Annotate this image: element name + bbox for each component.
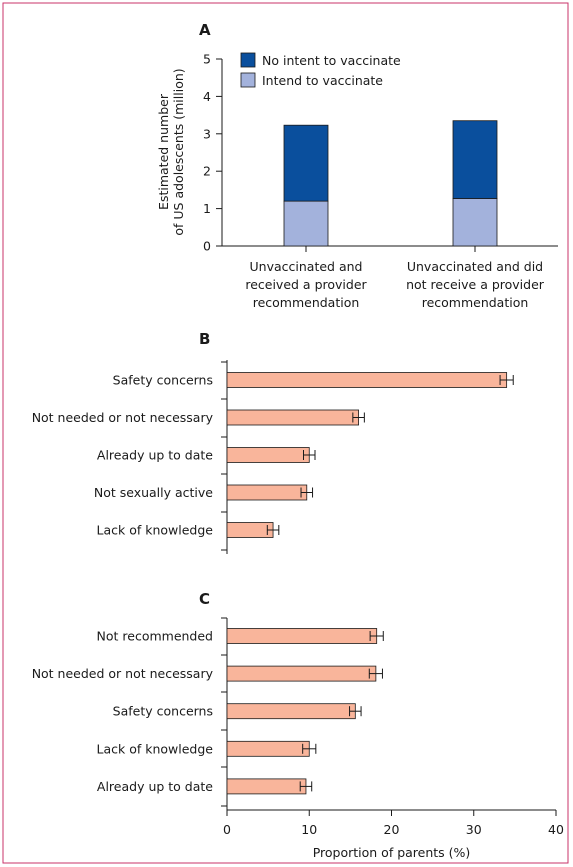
bar [226, 703, 356, 720]
y-tick-label: 0 [203, 239, 211, 254]
x-category-label: Unvaccinated and received a provider recom… [245, 259, 367, 310]
x-category-label-line: not receive a provider [406, 277, 545, 292]
category-label: Not needed or not necessary [32, 666, 214, 681]
bar [226, 484, 308, 501]
category-label: Lack of knowledge [97, 523, 214, 538]
x-category-label-line: received a provider [245, 277, 367, 292]
bar-segment [283, 200, 329, 247]
panel-letter-b: B [199, 330, 210, 348]
bar [226, 665, 377, 682]
x-tick-label: 30 [466, 822, 482, 837]
y-axis-label-line: of US adolescents (million) [171, 68, 186, 235]
x-category-label: Unvaccinated and did not receive a provid… [406, 259, 545, 310]
legend-label: Intend to vaccinate [262, 73, 383, 88]
category-label: Not needed or not necessary [32, 410, 214, 425]
bar [226, 628, 378, 644]
x-tick-label: 0 [223, 822, 231, 837]
panel-c: C Not recommended Not needed or not necess… [32, 590, 564, 860]
x-tick-label: 10 [301, 822, 317, 837]
y-tick-label: 4 [203, 89, 211, 104]
panel-a: A 0 1 2 3 4 5 Estimated numberof US adolescents… [156, 21, 558, 310]
bar-segment [452, 120, 498, 199]
y-tick-label: 2 [203, 164, 211, 179]
x-category-label-line: recommendation [253, 295, 360, 310]
x-tick-label: 40 [548, 822, 564, 837]
bar [226, 447, 310, 463]
x-axis-label: Proportion of parents (%) [313, 845, 471, 860]
y-tick-label: 5 [203, 52, 211, 67]
category-label: Safety concerns [113, 704, 213, 719]
bar [226, 522, 274, 538]
bar [226, 778, 307, 795]
bar-segment [452, 198, 498, 247]
panel-letter-a: A [199, 21, 211, 39]
bar [226, 409, 360, 426]
legend-swatch [240, 72, 256, 88]
category-label: Lack of knowledge [97, 741, 214, 756]
y-tick-label: 1 [203, 201, 211, 216]
legend-label: No intent to vaccinate [262, 53, 401, 68]
y-tick-label: 3 [203, 126, 211, 141]
x-category-label-line: Unvaccinated and did [407, 259, 543, 274]
x-tick-label: 20 [384, 822, 400, 837]
bar [226, 372, 508, 388]
x-category-label-line: recommendation [422, 295, 529, 310]
y-axis-label-line: Estimated number [156, 93, 171, 210]
y-axis-label: Estimated numberof US adolescents (milli… [156, 68, 186, 235]
panel-letter-c: C [199, 590, 210, 608]
category-label: Safety concerns [113, 373, 213, 388]
panel-b: B Safety concerns Not needed or not necess… [32, 330, 514, 554]
bar [226, 740, 310, 757]
category-label: Already up to date [97, 779, 213, 794]
x-category-label-line: Unvaccinated and [250, 259, 363, 274]
bar-segment [283, 124, 329, 202]
category-label: Not sexually active [94, 485, 213, 500]
category-label: Not recommended [97, 629, 213, 644]
legend-swatch [240, 52, 256, 68]
category-label: Already up to date [97, 448, 213, 463]
